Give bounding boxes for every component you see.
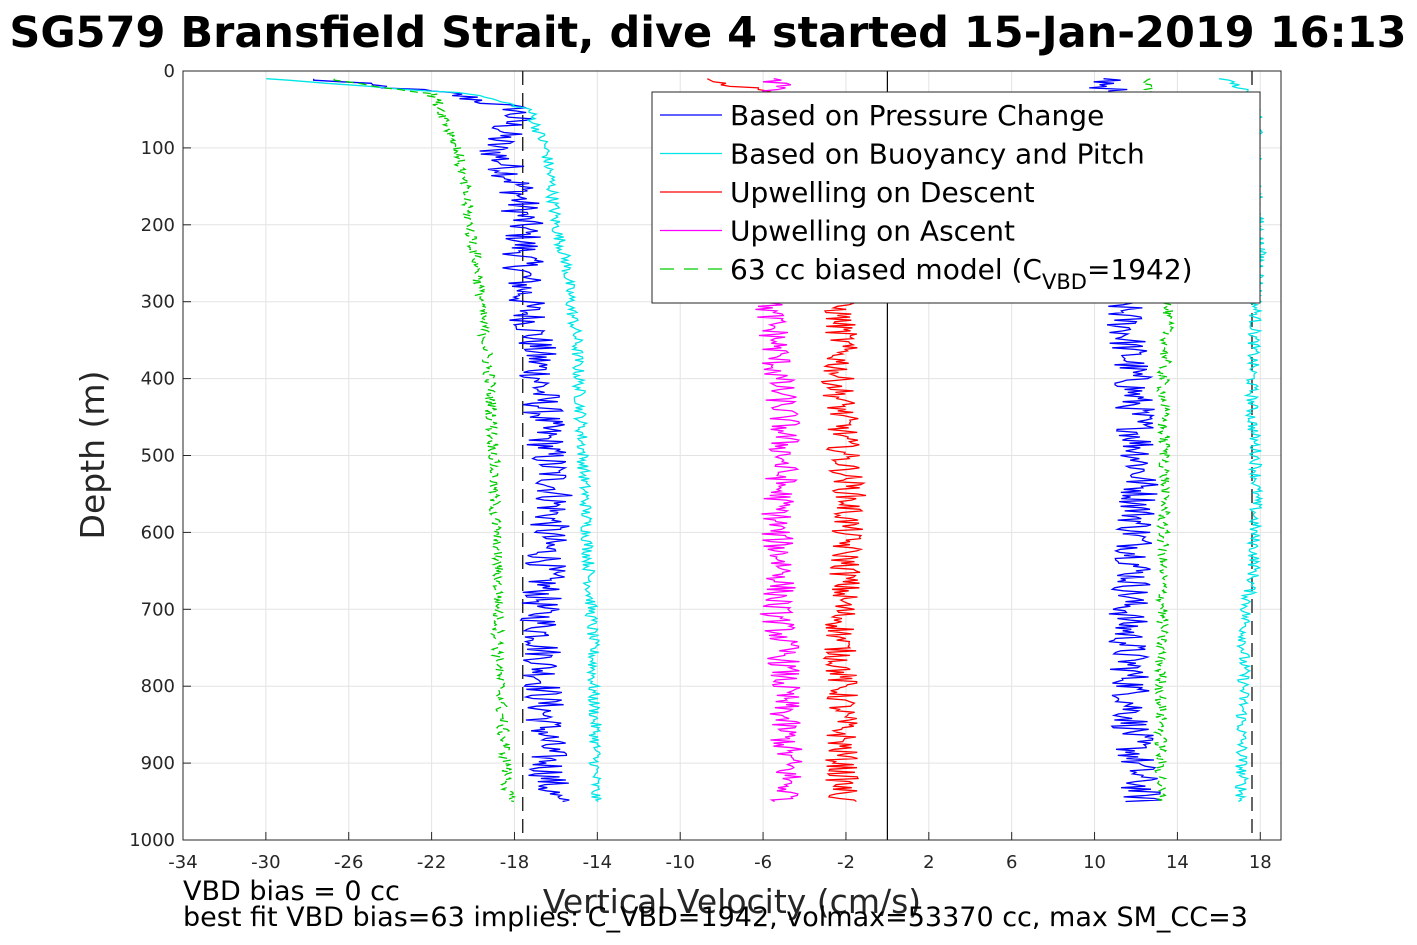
x-tick-label: -14 [583,852,612,873]
footnote-best-fit: best fit VBD bias=63 implies: C_VBD=1942… [183,902,1248,933]
legend-label: Upwelling on Ascent [730,215,1015,248]
series-line-based-on-buoyancy-and-pitch-descent [266,78,602,803]
y-tick-label: 0 [164,61,175,82]
legend: Based on Pressure Change Based on Buoyanc… [651,91,1261,304]
x-tick-label: 6 [1006,852,1017,873]
series-line-63-cc-biased-model-c-vbd-1942-descent [333,78,517,803]
x-tick-label: 18 [1249,852,1272,873]
x-tick-label: 14 [1166,852,1189,873]
y-tick-label: 500 [141,446,175,467]
x-tick-label: 10 [1083,852,1106,873]
legend-label: Based on Pressure Change [730,99,1104,132]
x-tick-label: -18 [500,852,529,873]
x-tick-label: -6 [754,852,772,873]
y-tick-label: 900 [141,753,175,774]
legend-label: Upwelling on Descent [730,176,1035,209]
y-tick-labels: 0 100 200 300 400 500 600 700 800 900 1000 [129,61,191,851]
legend-label: Based on Buoyancy and Pitch [730,138,1145,171]
x-tick-label: -34 [168,852,197,873]
y-tick-label: 600 [141,522,175,543]
y-tick-label: 200 [141,215,175,236]
x-tick-label: 2 [923,852,934,873]
legend-box [651,91,1261,304]
chart-title: SG579 Bransfield Strait, dive 4 started … [9,8,1406,58]
y-axis-label: Depth (m) [73,371,112,540]
x-tick-label: -10 [666,852,695,873]
x-tick-label: -30 [251,852,280,873]
x-tick-label: -26 [334,852,363,873]
x-axis-label: Vertical Velocity (cm/s) [543,882,921,921]
legend-label: 63 cc biased model (CVBD=1942) [730,253,1193,294]
y-tick-label: 1000 [129,830,175,851]
series-line-based-on-pressure-change-descent [313,78,573,803]
x-tick-labels: -34 -30 -26 -22 -18 -14 -10 -6 -2 2 6 10 14 18 [168,832,1272,873]
y-tick-label: 400 [141,369,175,390]
y-tick-label: 800 [141,676,175,697]
footnote-vbd-bias: VBD bias = 0 cc [183,876,400,907]
x-tick-label: -2 [837,852,855,873]
x-tick-label: -22 [417,852,446,873]
y-tick-label: 100 [141,138,175,159]
y-tick-label: 700 [141,599,175,620]
y-tick-label: 300 [141,292,175,313]
